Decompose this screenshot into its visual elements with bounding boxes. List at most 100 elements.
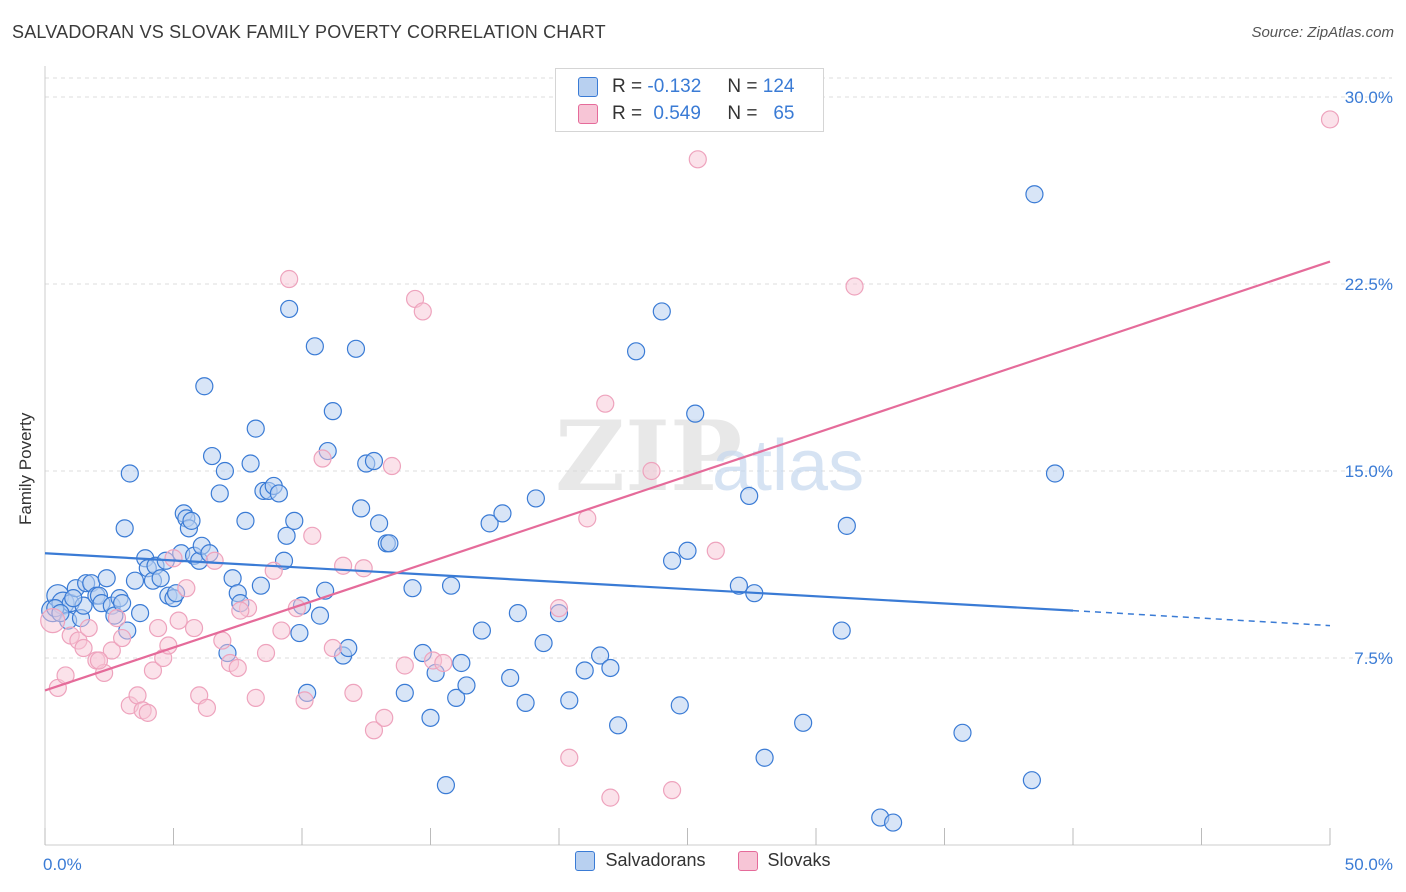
data-point-salvadorans: [755, 748, 774, 767]
legend-r-label: R =: [612, 76, 643, 97]
data-point-salvadorans: [246, 419, 265, 438]
data-point-slovaks: [364, 721, 384, 740]
data-point-slovaks: [560, 748, 579, 767]
x-tick-label: 0.0%: [43, 855, 82, 874]
data-point-salvadorans: [210, 484, 229, 503]
data-point-salvadorans: [215, 461, 234, 481]
data-point-salvadorans: [472, 621, 491, 640]
data-point-salvadorans: [151, 569, 170, 588]
legend: R = -0.132 N = 124 R = 0.549 N = 65: [555, 68, 824, 132]
data-point-slovaks: [280, 269, 299, 289]
data-point-salvadorans: [626, 342, 646, 361]
data-point-slovaks: [138, 703, 157, 722]
source-label: Source: ZipAtlas.com: [1251, 24, 1394, 41]
data-point-slovaks: [596, 394, 615, 413]
data-point-salvadorans: [64, 589, 83, 608]
data-point-salvadorans: [251, 576, 270, 595]
data-point-salvadorans: [305, 337, 324, 356]
data-point-slovaks: [102, 641, 121, 660]
data-point-salvadorans: [285, 511, 304, 530]
data-point-slovaks: [143, 661, 163, 680]
data-point-slovaks: [40, 607, 66, 634]
data-point-slovaks: [184, 618, 204, 638]
data-point-salvadorans: [609, 716, 628, 735]
data-point-salvadorans: [729, 576, 749, 595]
y-tick-label: 7.5%: [1354, 649, 1393, 668]
trend-line-salvadorans: [44, 552, 1074, 612]
data-point-salvadorans: [526, 489, 545, 508]
data-point-salvadorans: [1022, 771, 1041, 790]
data-point-salvadorans: [323, 402, 342, 421]
data-point-slovaks: [662, 781, 682, 800]
data-point-salvadorans: [290, 623, 309, 643]
data-point-salvadorans: [395, 683, 414, 703]
data-point-salvadorans: [421, 708, 440, 727]
data-point-salvadorans: [269, 484, 288, 503]
legend-item-slovaks: Slovaks: [737, 850, 831, 871]
data-point-slovaks: [382, 456, 402, 476]
data-point-salvadorans: [794, 713, 813, 732]
legend-swatch-blue: [578, 77, 598, 97]
data-point-salvadorans: [591, 646, 610, 665]
data-point-salvadorans: [280, 299, 299, 319]
legend-label: Slovaks: [767, 850, 831, 870]
data-point-slovaks: [246, 688, 265, 707]
data-point-slovaks: [89, 651, 109, 670]
data-point-salvadorans: [953, 723, 972, 742]
data-point-salvadorans: [380, 534, 399, 553]
data-point-salvadorans: [436, 776, 456, 795]
data-point-salvadorans: [686, 404, 705, 423]
data-point-salvadorans: [662, 551, 682, 570]
data-point-salvadorans: [493, 504, 512, 523]
data-point-slovaks: [205, 551, 224, 570]
data-point-salvadorans: [120, 464, 139, 483]
data-point-salvadorans: [1045, 464, 1065, 483]
data-point-slovaks: [706, 541, 725, 560]
data-point-salvadorans: [575, 661, 594, 680]
data-point-salvadorans: [310, 606, 330, 625]
data-point-salvadorans: [352, 499, 371, 518]
data-point-slovaks: [845, 277, 864, 296]
data-point-slovaks: [148, 618, 168, 638]
y-tick-label: 30.0%: [1345, 88, 1393, 107]
data-point-slovaks: [164, 549, 183, 568]
data-point-salvadorans: [182, 511, 201, 530]
data-point-salvadorans: [501, 668, 520, 688]
data-point-salvadorans: [441, 576, 461, 595]
data-point-salvadorans: [277, 526, 296, 545]
legend-row-salvadorans: R = -0.132 N = 124: [578, 74, 794, 100]
data-point-slovaks: [688, 150, 707, 169]
data-point-slovaks: [413, 302, 432, 321]
data-point-slovaks: [434, 653, 453, 673]
data-point-salvadorans: [652, 302, 671, 321]
legend-swatch-pink: [737, 850, 758, 871]
data-point-slovaks: [395, 656, 414, 675]
data-point-slovaks: [213, 631, 232, 650]
data-point-salvadorans: [832, 621, 851, 640]
data-point-salvadorans: [236, 511, 255, 530]
data-point-slovaks: [107, 609, 127, 628]
data-point-slovaks: [344, 683, 363, 703]
axes: [44, 66, 1331, 846]
data-point-slovaks: [1320, 110, 1340, 129]
data-point-slovaks: [323, 638, 342, 658]
trend-lines: [44, 260, 1331, 692]
trend-line-slovaks: [44, 260, 1331, 692]
data-point-slovaks: [354, 559, 373, 578]
data-point-salvadorans: [883, 813, 903, 832]
legend-r-label: R =: [612, 103, 643, 124]
data-point-slovaks: [295, 691, 314, 710]
data-point-slovaks: [74, 638, 93, 658]
data-point-salvadorans: [678, 541, 697, 560]
data-point-salvadorans: [195, 377, 214, 396]
data-point-slovaks: [601, 788, 620, 807]
legend-n-value: 124: [762, 76, 795, 97]
data-point-salvadorans: [534, 633, 553, 653]
data-point-slovaks: [112, 628, 132, 648]
y-axis-label: Family Poverty: [16, 412, 35, 525]
legend-swatch-blue: [575, 850, 596, 871]
chart-title: SALVADORAN VS SLOVAK FAMILY POVERTY CORR…: [12, 22, 606, 42]
watermark-zip: ZIP: [555, 400, 742, 513]
data-point-salvadorans: [601, 658, 620, 678]
